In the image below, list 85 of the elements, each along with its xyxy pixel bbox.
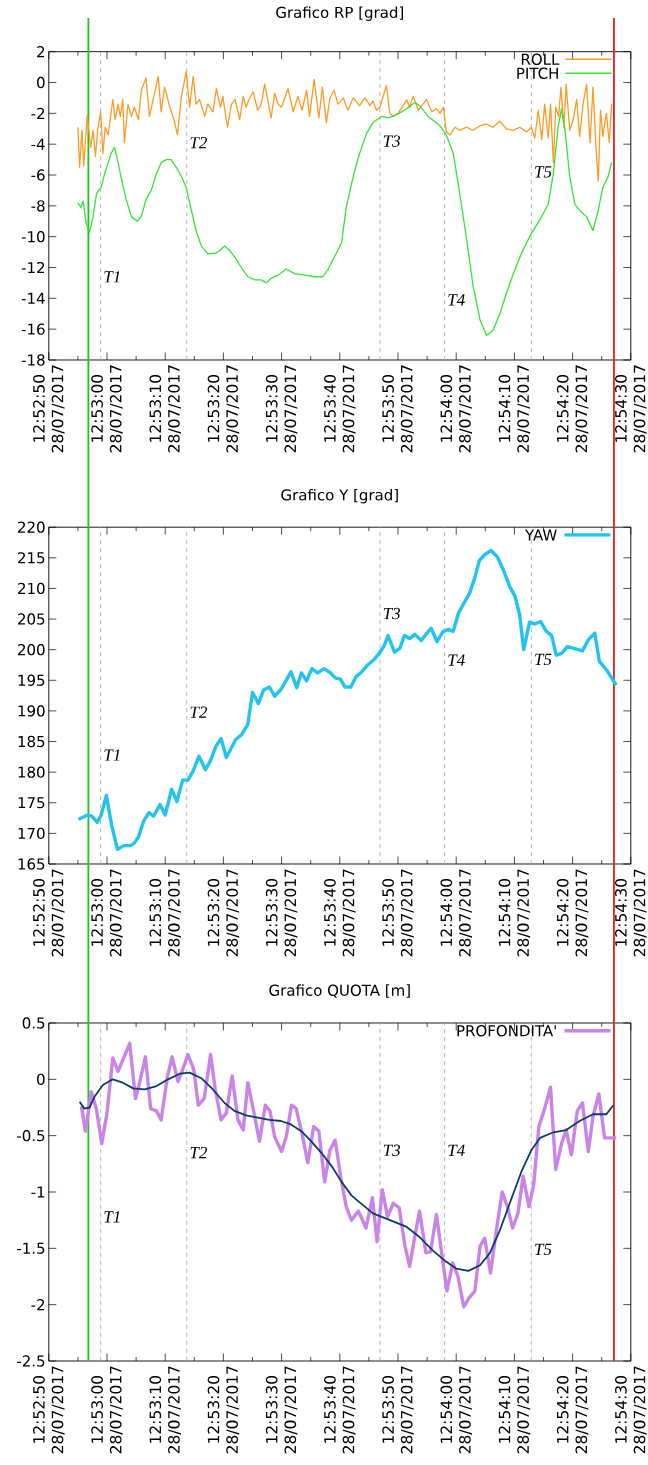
annotation: T2	[190, 137, 208, 149]
x-tick-label: 12:54:30 28/07/2017	[615, 365, 647, 453]
annotation: T5	[535, 653, 552, 666]
y-tick-label: -4	[31, 138, 45, 150]
x-tick-label: 12:53:30 28/07/2017	[265, 1366, 298, 1454]
annotation: T3	[383, 135, 401, 147]
y-tick-label: 205	[18, 613, 45, 625]
x-tick-label: 12:54:20 28/07/2017	[556, 365, 589, 453]
x-tick-label: 12:53:40 28/07/2017	[324, 365, 356, 453]
y-tick-label: -1	[31, 1186, 45, 1198]
y-tick-label: 185	[18, 735, 45, 748]
x-tick-label: 12:54:10 28/07/2017	[498, 869, 531, 957]
x-tick-label: 12:53:00 28/07/2017	[91, 365, 123, 453]
annotation: T4	[448, 1144, 465, 1156]
y-tick-label: -2	[31, 107, 45, 119]
y-tick-label: 190	[18, 705, 45, 717]
y-tick-label: -8	[31, 200, 45, 212]
annotation: T3	[383, 1144, 401, 1157]
x-tick-label: 12:52:50 28/07/2017	[33, 869, 65, 957]
y-tick-label: 170	[18, 827, 45, 840]
annotation: T1	[104, 271, 120, 283]
annotation: T2	[190, 1146, 208, 1159]
x-tick-label: 12:53:10 28/07/2017	[149, 1366, 181, 1454]
y-tick-label: 195	[18, 674, 45, 686]
x-tick-label: 12:53:30 28/07/2017	[265, 869, 298, 957]
legend-label: ROLL	[521, 53, 560, 65]
annotation: T4	[448, 294, 465, 306]
y-tick-label: -14	[21, 292, 45, 304]
legend-label: PITCH	[517, 67, 558, 79]
y-tick-label: 215	[18, 552, 45, 564]
x-tick-label: 12:53:30 28/07/2017	[265, 365, 298, 453]
y-tick-label: -0.5	[17, 1129, 45, 1142]
y-tick-label: 0	[37, 76, 45, 89]
y-tick-label: 0.5	[22, 1017, 45, 1029]
annotation: T5	[535, 1243, 552, 1256]
y-tick-label: -10	[21, 230, 45, 243]
y-tick-label: 220	[18, 521, 45, 533]
y-tick-label: -12	[21, 261, 45, 274]
y-tick-label: 0	[37, 1073, 45, 1086]
y-tick-label: 180	[18, 766, 45, 778]
x-tick-label: 12:54:00 28/07/2017	[440, 869, 472, 957]
y-tick-label: -6	[31, 169, 45, 181]
x-tick-label: 12:53:50 28/07/2017	[382, 365, 414, 453]
chart-title: Grafico QUOTA [m]	[269, 984, 410, 998]
x-tick-label: 12:53:50 28/07/2017	[382, 869, 414, 957]
x-tick-label: 12:54:20 28/07/2017	[556, 1366, 589, 1454]
x-tick-label: 12:54:10 28/07/2017	[498, 1366, 531, 1454]
annotation: T2	[190, 706, 208, 718]
text: YAW	[524, 529, 557, 541]
chart-title: Grafico RP [grad]	[276, 6, 403, 21]
y-tick-label: -1.5	[17, 1242, 45, 1254]
x-tick-label: 12:53:40 28/07/2017	[324, 1366, 356, 1454]
y-tick-label: 175	[18, 797, 45, 809]
y-tick-label: 165	[18, 858, 45, 870]
x-tick-label: 12:53:20 28/07/2017	[207, 365, 240, 453]
y-tick-label: 210	[18, 582, 45, 595]
chart-title: Grafico Y [grad]	[281, 488, 398, 504]
x-tick-label: 12:53:00 28/07/2017	[91, 1366, 123, 1454]
text: PROFONDITA'	[457, 1025, 556, 1037]
x-tick-label: 12:54:30 28/07/2017	[615, 1366, 647, 1454]
x-tick-label: 12:53:20 28/07/2017	[207, 869, 240, 957]
x-tick-label: 12:54:00 28/07/2017	[440, 365, 472, 453]
x-tick-label: 12:53:10 28/07/2017	[149, 365, 181, 453]
x-tick-label: 12:53:10 28/07/2017	[149, 869, 181, 957]
y-tick-label: -2.5	[17, 1355, 45, 1367]
x-tick-label: 12:54:20 28/07/2017	[556, 869, 589, 957]
x-tick-label: 12:54:30 28/07/2017	[615, 869, 647, 957]
x-tick-label: 12:52:50 28/07/2017	[33, 1366, 65, 1454]
x-tick-label: 12:54:10 28/07/2017	[498, 365, 531, 453]
x-tick-label: 12:53:40 28/07/2017	[324, 869, 356, 957]
y-tick-label: 200	[18, 643, 45, 656]
annotation: T5	[535, 166, 552, 178]
y-tick-label: -16	[21, 323, 45, 335]
x-tick-label: 12:53:50 28/07/2017	[382, 1366, 414, 1454]
x-tick-label: 12:54:00 28/07/2017	[440, 1366, 472, 1454]
annotation: T1	[104, 1211, 120, 1223]
x-tick-label: 12:53:20 28/07/2017	[207, 1366, 240, 1454]
x-tick-label: 12:52:50 28/07/2017	[33, 365, 65, 453]
y-tick-label: 2	[37, 46, 45, 58]
annotation: T1	[104, 749, 120, 761]
annotation: T3	[383, 607, 401, 620]
annotation: T4	[448, 654, 465, 666]
x-tick-label: 12:53:00 28/07/2017	[91, 869, 123, 957]
y-tick-label: -2	[31, 1299, 45, 1311]
y-tick-label: -18	[21, 354, 45, 366]
